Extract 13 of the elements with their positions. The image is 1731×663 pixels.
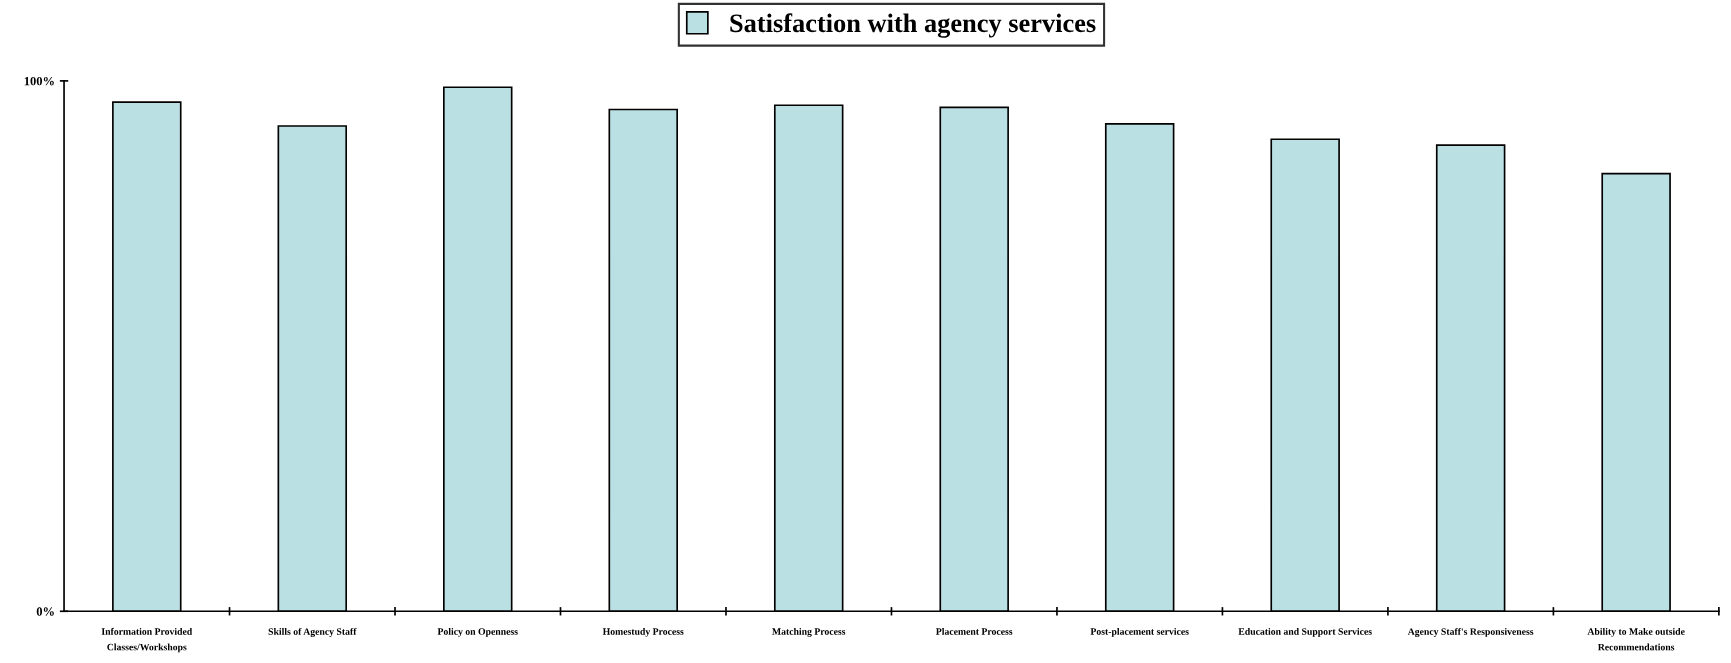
x-tick-label: Skills of Agency Staff	[268, 627, 357, 637]
x-tick-label: Policy on Openness	[437, 627, 518, 637]
x-tick-label: Agency Staff's Responsiveness	[1407, 627, 1534, 637]
y-tick-label: 0%	[36, 607, 54, 616]
x-tick-label: Matching Process	[772, 627, 846, 637]
y-tick-label: 100%	[24, 76, 54, 86]
x-tick-label: Ability to Make outside Recommendations	[1587, 627, 1685, 651]
legend-label: Satisfaction with agency services	[730, 13, 1096, 38]
x-tick-label: Information Provided Classes/Workshops	[101, 627, 193, 653]
x-tick-label: Homestudy Process	[602, 627, 684, 637]
x-tick-label: Placement Process	[935, 627, 1013, 635]
x-tick-label: Post-placement services	[1090, 627, 1189, 637]
x-tick-label: Education and Support Services	[1238, 627, 1372, 637]
